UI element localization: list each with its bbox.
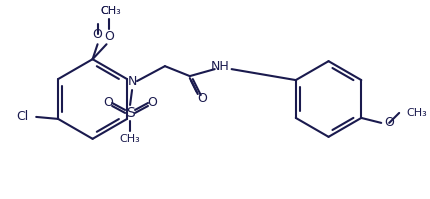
Text: CH₃: CH₃ [405,108,426,118]
Text: CH₃: CH₃ [100,6,120,16]
Text: Cl: Cl [16,110,28,123]
Text: O: O [103,97,113,109]
Text: CH₃: CH₃ [120,134,140,144]
Text: N: N [127,75,136,88]
Text: S: S [126,106,134,120]
Text: O: O [383,116,393,129]
Text: CH: CH [100,6,116,16]
Text: O: O [104,30,114,43]
Text: O: O [197,92,206,104]
Text: NH: NH [210,60,228,73]
Text: O: O [92,28,102,41]
Text: O: O [147,97,157,109]
